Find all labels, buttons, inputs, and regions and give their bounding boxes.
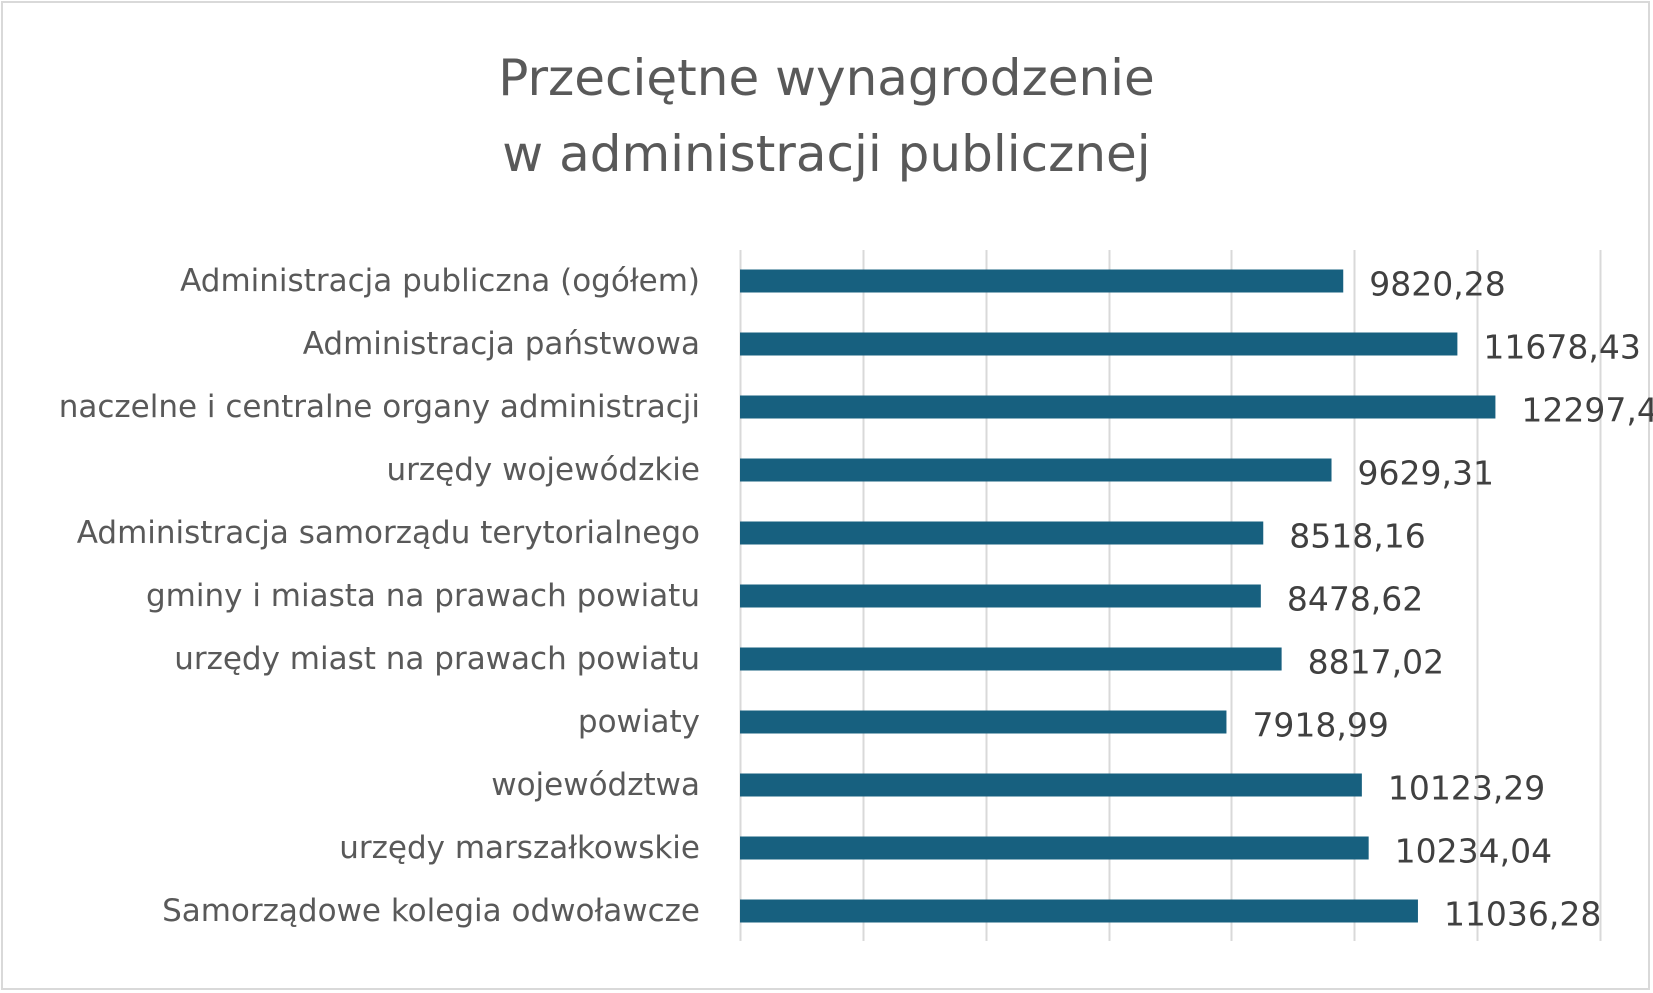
chart-title-line-1: Przeciętne wynagrodzenie <box>498 49 1155 107</box>
data-label: 9629,31 <box>1358 454 1494 493</box>
bar <box>740 836 1369 860</box>
bar <box>740 332 1458 356</box>
data-label: 11036,28 <box>1444 895 1601 934</box>
bar <box>740 521 1264 545</box>
data-label: 10234,04 <box>1395 832 1552 871</box>
bar <box>740 584 1261 608</box>
bar <box>740 773 1362 797</box>
category-label: Administracja samorządu terytorialnego <box>77 515 700 551</box>
category-label: województwa <box>491 767 700 803</box>
bar <box>740 269 1344 293</box>
category-label: urzędy wojewódzkie <box>386 452 700 488</box>
category-label: Samorządowe kolegia odwoławcze <box>162 893 700 929</box>
category-label: gminy i miasta na prawach powiatu <box>146 578 700 614</box>
bar <box>740 458 1332 482</box>
data-label: 8478,62 <box>1287 580 1423 619</box>
category-label: Administracja państwowa <box>303 326 700 362</box>
bar <box>740 395 1496 419</box>
data-label: 8817,02 <box>1308 643 1444 682</box>
category-labels: Administracja publiczna (ogółem) Administ… <box>59 263 700 929</box>
chart-title: Przeciętne wynagrodzenie w administracji… <box>0 40 1653 192</box>
category-label: powiaty <box>578 704 700 740</box>
category-label: urzędy miast na prawach powiatu <box>174 641 700 677</box>
bar <box>740 710 1227 734</box>
bars <box>740 269 1496 923</box>
data-label: 11678,43 <box>1483 328 1640 367</box>
category-label: Administracja publiczna (ogółem) <box>180 263 700 299</box>
chart-title-line-2: w administracji publicznej <box>502 125 1151 183</box>
data-label: 10123,29 <box>1388 769 1545 808</box>
value-labels: 9820,28 11678,43 12297,49 9629,31 8518,16 847… <box>1252 265 1653 934</box>
category-label: urzędy marszałkowskie <box>339 830 700 866</box>
bar <box>740 899 1418 923</box>
category-label: naczelne i centralne organy administracj… <box>59 389 700 425</box>
data-label: 8518,16 <box>1289 517 1425 556</box>
data-label: 7918,99 <box>1252 706 1388 745</box>
bar <box>740 647 1282 671</box>
data-label: 9820,28 <box>1369 265 1505 304</box>
data-label: 12297,49 <box>1521 391 1653 430</box>
